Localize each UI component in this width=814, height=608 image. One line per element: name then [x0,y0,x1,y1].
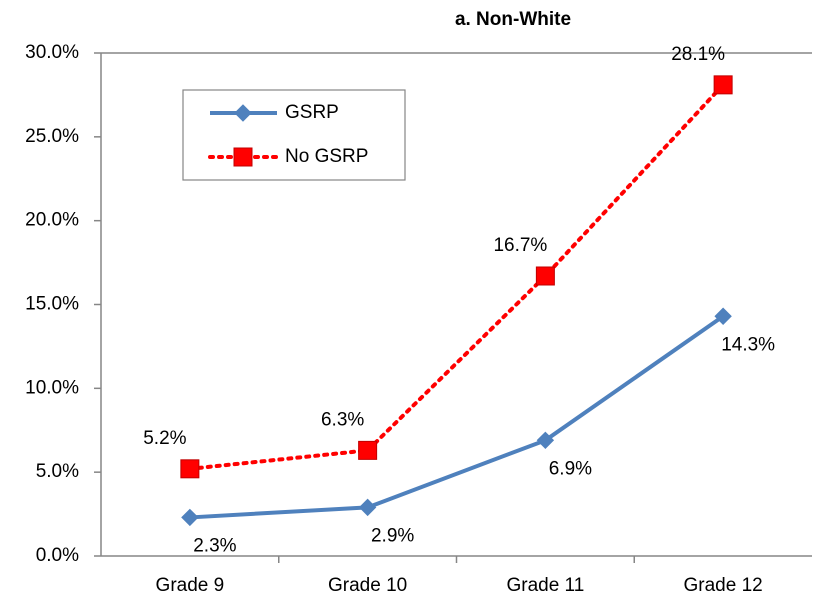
x-tick-label: Grade 12 [684,575,763,596]
data-point [714,307,732,325]
legend-marker [233,147,253,167]
legend-box [182,89,406,181]
y-tick-label: 5.0% [36,461,79,482]
data-point [181,508,199,527]
data-point [180,459,200,479]
chart-title: a. Non-White [455,9,571,30]
legend: GSRP No GSRP [182,89,406,181]
value-label: 6.3% [321,409,364,430]
y-tick-label: 15.0% [25,294,79,315]
y-tick-label: 30.0% [25,42,79,63]
data-point [535,266,555,286]
value-label: 16.7% [493,235,547,256]
value-label: 2.3% [193,535,236,556]
value-label: 14.3% [721,334,775,355]
legend-marker [234,104,252,122]
y-tick-label: 20.0% [25,210,79,231]
value-label: 2.9% [371,525,414,546]
value-label: 28.1% [671,44,725,65]
legend-label: GSRP [285,102,339,123]
y-tick-label: 10.0% [25,377,79,398]
y-tick-label: 25.0% [25,126,79,147]
value-label: 5.2% [143,428,186,449]
data-point [358,498,377,517]
data-point [536,431,555,450]
value-label: 6.9% [549,458,592,479]
data-point [713,75,733,95]
x-tick-label: Grade 9 [156,575,225,596]
y-tick-label: 0.0% [36,545,79,566]
series-line [187,82,726,471]
x-tick-label: Grade 10 [328,575,407,596]
x-tick-label: Grade 11 [506,575,584,596]
data-point [358,440,378,460]
legend-label: No GSRP [285,146,368,167]
series-line [189,314,725,520]
